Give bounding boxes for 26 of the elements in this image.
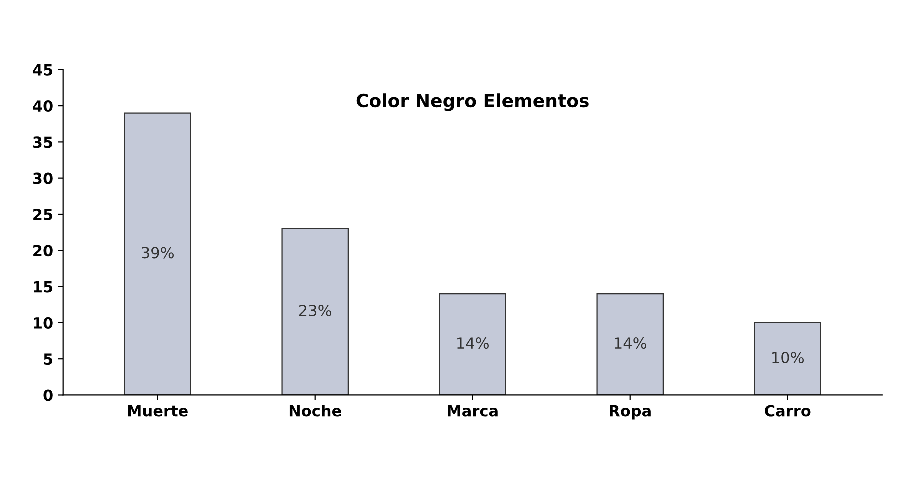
x-tick-label: Muerte	[128, 405, 188, 417]
y-tick-label: 20	[34, 245, 53, 257]
bar	[596, 293, 664, 396]
bar	[124, 112, 192, 396]
data-label: 39%	[142, 247, 174, 259]
x-tick-label: Noche	[290, 404, 342, 417]
bar	[754, 322, 822, 396]
x-tick-label: Carro	[765, 405, 811, 417]
y-tick-label: 25	[34, 208, 53, 221]
y-tick-label: 30	[33, 172, 53, 184]
data-label: 23%	[300, 304, 332, 317]
y-tick-label: 35	[33, 136, 53, 148]
y-tick-label: 15	[34, 281, 53, 293]
bar	[439, 293, 506, 396]
x-tick-label: Marca	[448, 405, 498, 417]
y-tick-label: 45	[33, 64, 53, 76]
bar	[282, 228, 349, 396]
data-label: 10%	[772, 352, 804, 364]
data-label: 14%	[615, 338, 647, 350]
data-label: 14%	[458, 338, 489, 350]
x-tick-label: Ropa	[610, 405, 651, 420]
y-tick-label: 40	[33, 100, 53, 112]
y-tick-label: 0	[44, 390, 53, 402]
y-tick-label: 5	[44, 354, 53, 366]
y-tick-label: 10	[34, 317, 53, 329]
text: Color Negro Elementos	[356, 94, 589, 112]
